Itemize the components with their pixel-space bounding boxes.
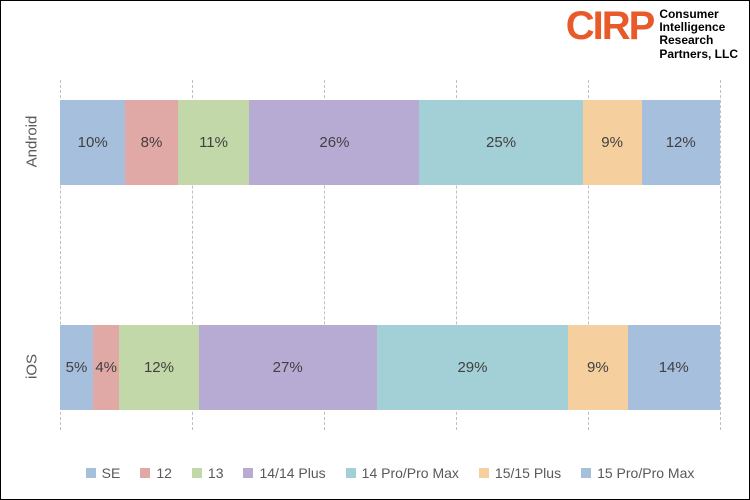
- legend-item: SE: [86, 465, 121, 481]
- chart-legend: SE 12 13 14/14 Plus 14 Pro/Pro Max 15/15 Plus…: [60, 458, 720, 488]
- logo-text: Consumer Intelligence Research Partners,…: [659, 8, 738, 61]
- grid-line: [720, 80, 721, 430]
- bar-segment: 12%: [119, 325, 198, 410]
- bar-row: 5%4%12%27%29%9%14%: [60, 325, 720, 410]
- legend-item: 13: [192, 465, 224, 481]
- bar-segment: 26%: [249, 100, 419, 185]
- legend-label: 13: [208, 465, 224, 481]
- legend-label: 14/14 Plus: [259, 465, 325, 481]
- bar-segment: 11%: [178, 100, 250, 185]
- legend-swatch: [581, 468, 591, 478]
- bar-segment: 9%: [568, 325, 627, 410]
- category-label: Android: [24, 111, 41, 171]
- bar-segment: 29%: [377, 325, 568, 410]
- bar-segment: 10%: [60, 100, 125, 185]
- bar-segment: 9%: [583, 100, 642, 185]
- bar-row: 10%8%11%26%25%9%12%: [60, 100, 720, 185]
- legend-label: 14 Pro/Pro Max: [362, 465, 459, 481]
- legend-label: 15 Pro/Pro Max: [597, 465, 694, 481]
- logo-mark: CIRP: [566, 8, 654, 44]
- legend-swatch: [479, 468, 489, 478]
- legend-item: 12: [140, 465, 172, 481]
- cirp-logo: CIRP Consumer Intelligence Research Part…: [566, 8, 738, 61]
- legend-swatch: [86, 468, 96, 478]
- bar-segment: 14%: [628, 325, 720, 410]
- legend-item: 14 Pro/Pro Max: [346, 465, 459, 481]
- bar-segment: 4%: [93, 325, 119, 410]
- legend-swatch: [192, 468, 202, 478]
- legend-label: 15/15 Plus: [495, 465, 561, 481]
- bar-segment: 25%: [419, 100, 582, 185]
- legend-swatch: [243, 468, 253, 478]
- legend-item: 15 Pro/Pro Max: [581, 465, 694, 481]
- legend-swatch: [346, 468, 356, 478]
- bar-segment: 5%: [60, 325, 93, 410]
- bar-segment: 12%: [642, 100, 720, 185]
- category-label: iOS: [24, 336, 41, 396]
- chart-plot-area: 10%8%11%26%25%9%12%5%4%12%27%29%9%14%: [60, 80, 720, 430]
- bar-segment: 8%: [125, 100, 177, 185]
- legend-item: 15/15 Plus: [479, 465, 561, 481]
- legend-swatch: [140, 468, 150, 478]
- bar-segment: 27%: [199, 325, 377, 410]
- legend-label: SE: [102, 465, 121, 481]
- legend-label: 12: [156, 465, 172, 481]
- legend-item: 14/14 Plus: [243, 465, 325, 481]
